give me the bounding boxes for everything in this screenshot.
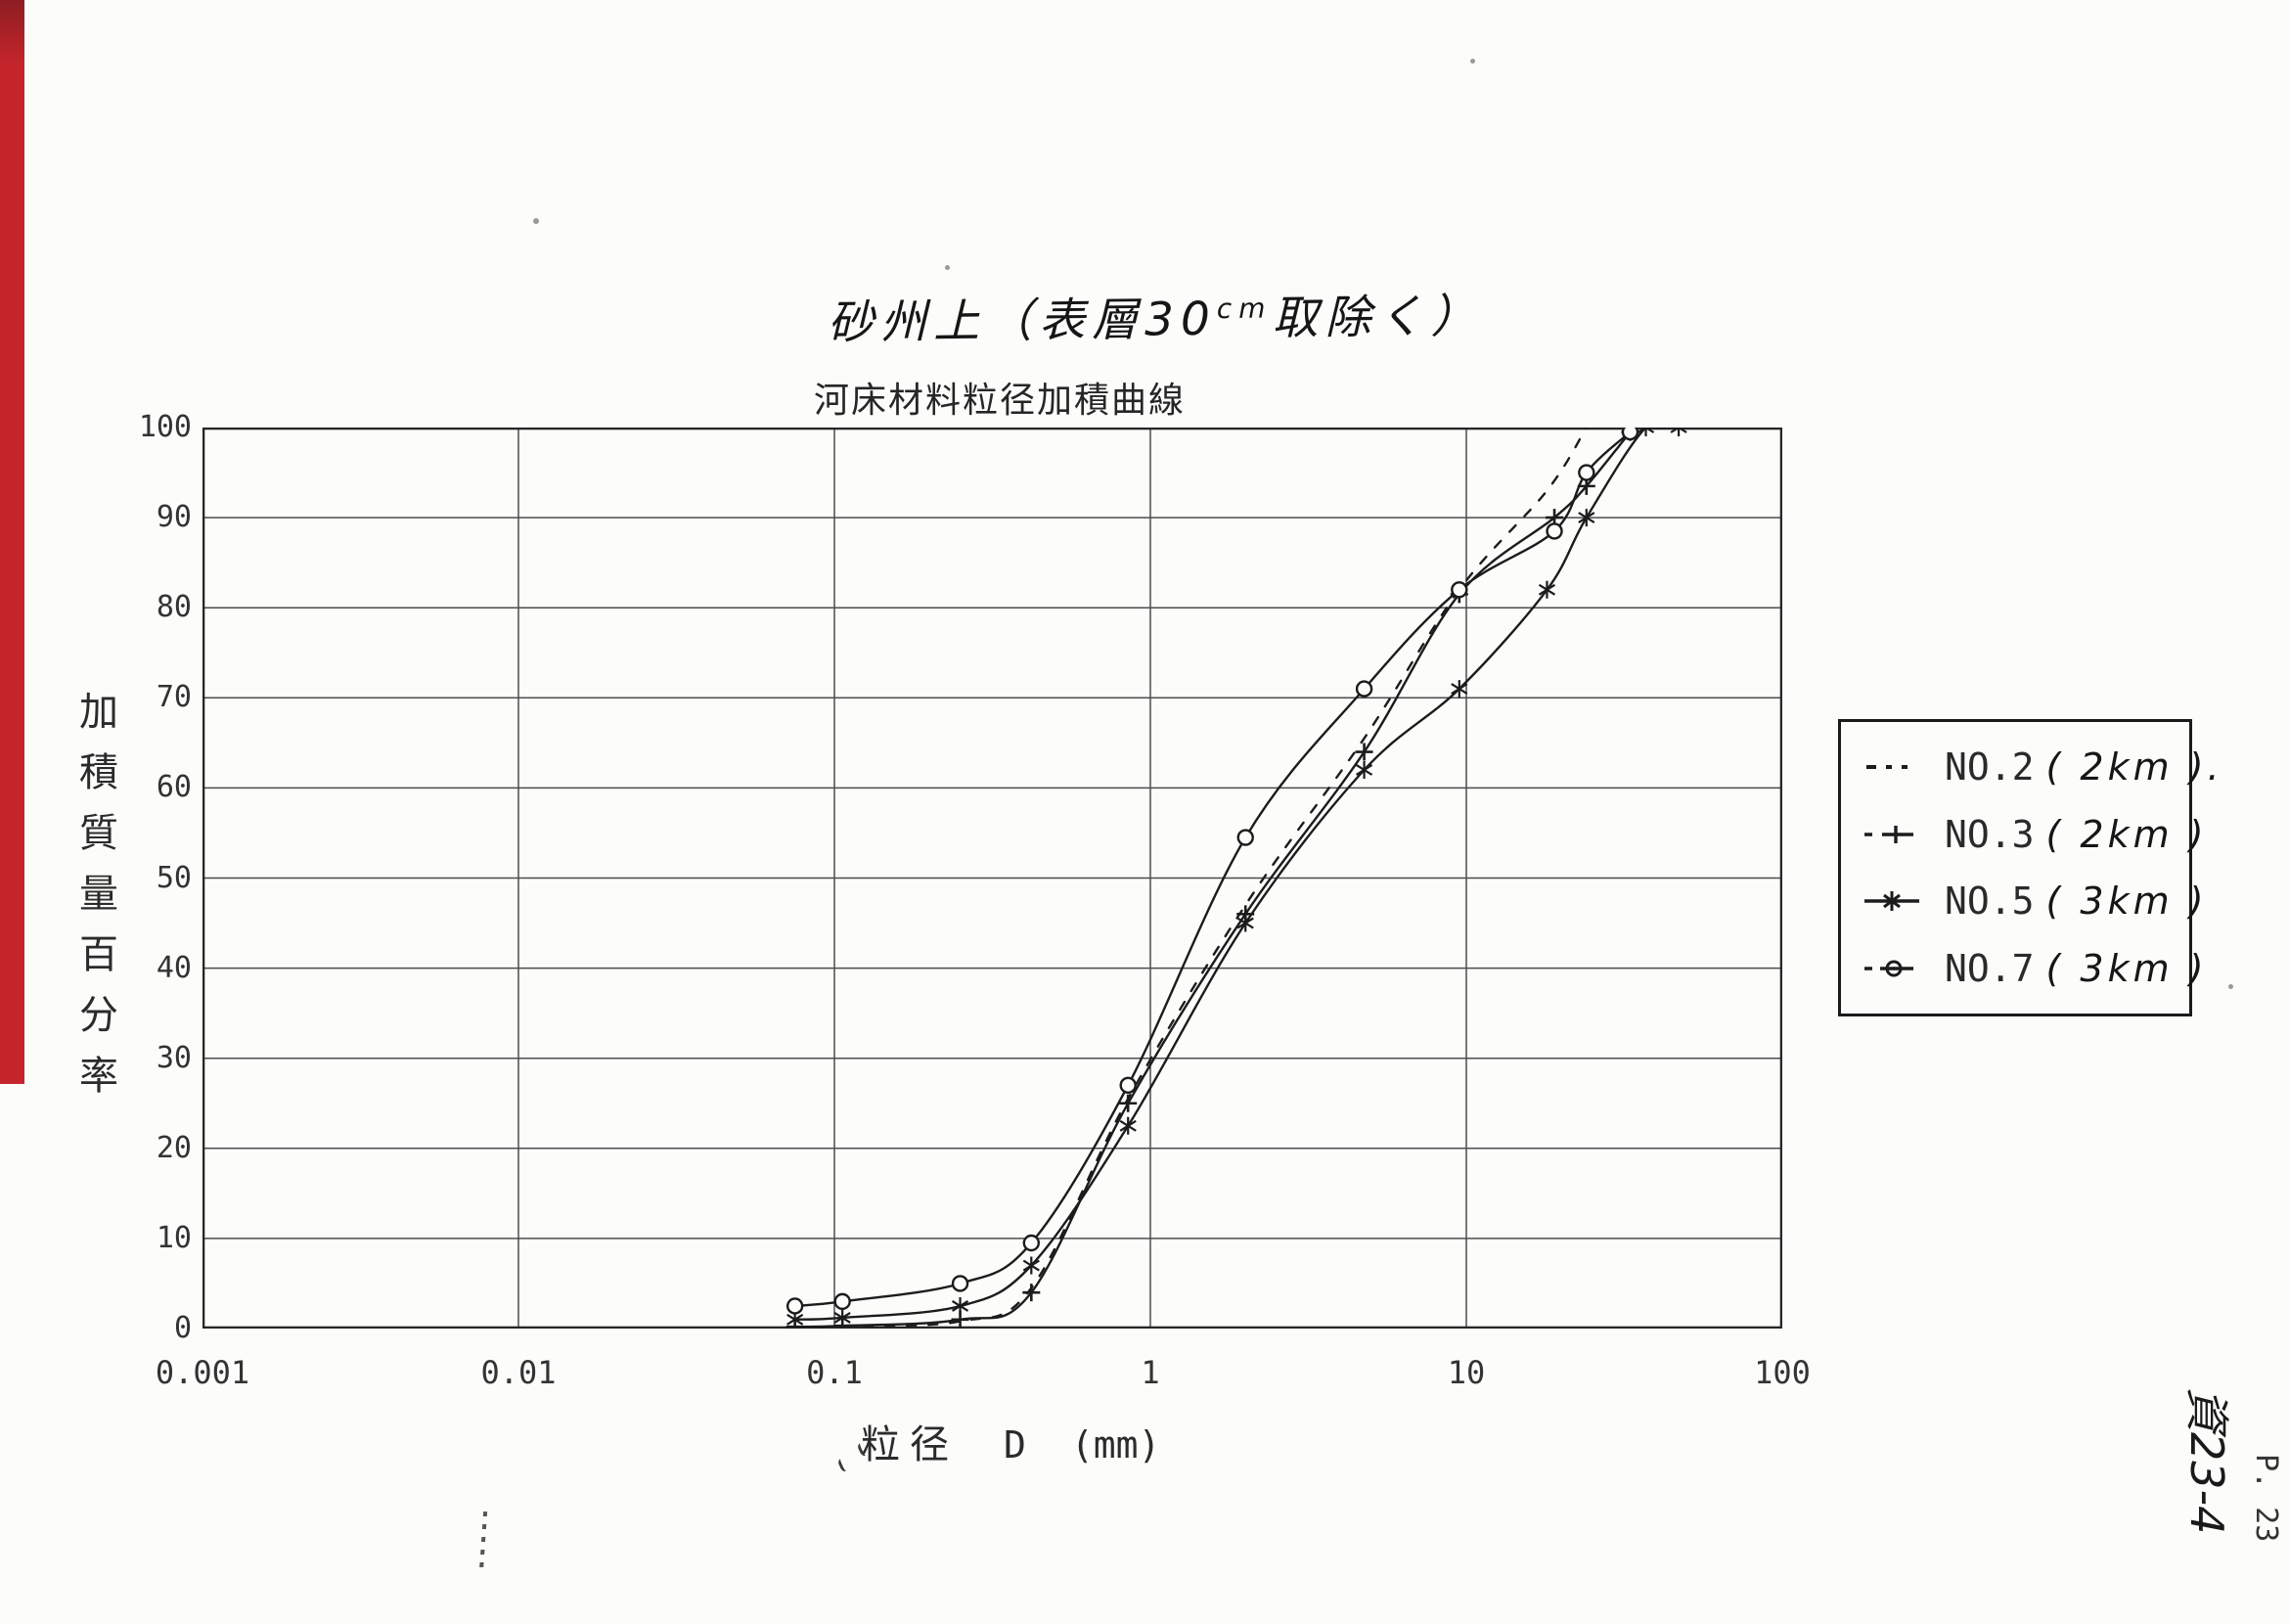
pen-scribble: [478, 1511, 488, 1573]
handwritten-title: 砂州上（表層30cm取除く）: [827, 279, 1484, 352]
legend-row-no5: NO.5 ( 3km ): [1863, 880, 2204, 924]
legend-note-handwritten: ( 2km ).: [2045, 745, 2223, 789]
legend-box: NO.2 ( 2km ). NO.3 ( 2km ) NO.5 ( 3km ): [1838, 719, 2220, 1016]
x-tick-1: 1: [1141, 1354, 1160, 1391]
legend-label: NO.7: [1945, 946, 2035, 990]
scan-speck: [1470, 59, 1475, 64]
legend-row-no3: NO.3 ( 2km ): [1863, 812, 2204, 856]
x-tick-0.001: 0.001: [155, 1354, 250, 1391]
asterisk-marker-line-icon: [1864, 891, 1919, 912]
x-axis-title-unit: (mm): [1070, 1423, 1161, 1466]
x-tick-0.01: 0.01: [480, 1354, 557, 1391]
x-tick-0.1: 0.1: [806, 1354, 863, 1391]
pen-mark: [836, 1456, 852, 1473]
x-axis-title-var: D: [1004, 1423, 1026, 1466]
y-tick-70: 70: [156, 680, 192, 715]
grid-lines: [202, 428, 1782, 1329]
y-tick-100: 100: [138, 410, 192, 444]
x-axis-title-cjk: 粒径: [861, 1422, 959, 1467]
series-no.3-line: [793, 430, 1632, 1329]
circle-marker-line-icon: [1864, 960, 1913, 977]
y-axis-title: 加積質量百分率: [72, 691, 117, 1115]
dashed-line-icon: [1866, 765, 1908, 770]
legend-label: NO.3: [1945, 812, 2035, 856]
y-tick-20: 20: [156, 1130, 192, 1165]
handwritten-title-suffix: 取除く）: [1272, 289, 1484, 346]
legend-note-handwritten: ( 3km ): [2045, 946, 2208, 990]
y-tick-30: 30: [156, 1040, 192, 1075]
scan-speck: [945, 265, 950, 270]
y-tick-60: 60: [156, 770, 192, 805]
legend-label: NO.5: [1945, 880, 2035, 924]
scan-edge-red-strip: [0, 0, 24, 1084]
scan-speck: [533, 218, 539, 224]
y-tick-0: 0: [173, 1311, 192, 1345]
grain-size-chart-plot: [202, 428, 1782, 1329]
printed-page-number: P. 23: [2249, 1454, 2283, 1543]
series-no.2: [841, 428, 1588, 1328]
y-tick-10: 10: [156, 1220, 192, 1255]
plus-marker-line-icon: [1864, 825, 1913, 843]
chart-title: 河床材料粒径加積曲線: [814, 381, 1187, 421]
series-no.7-line: [793, 430, 1632, 1308]
legend-label: NO.2: [1945, 745, 2035, 789]
x-tick-100: 100: [1754, 1354, 1811, 1391]
series-no.2-line: [841, 428, 1588, 1328]
plot-border: [202, 428, 1782, 1329]
x-axis-title: 粒径 D (mm): [861, 1413, 1160, 1469]
x-tick-10: 10: [1447, 1354, 1486, 1391]
legend-note-handwritten: ( 3km ): [2045, 880, 2208, 924]
legend-note-handwritten: ( 2km ): [2045, 812, 2208, 856]
legend-row-no2: NO.2 ( 2km ).: [1863, 745, 2220, 789]
series-no.5: [786, 428, 1687, 1329]
y-tick-90: 90: [156, 500, 192, 535]
handwritten-title-superscript: cm: [1216, 292, 1273, 326]
y-tick-50: 50: [156, 860, 192, 895]
series-no.7: [785, 428, 1639, 1315]
y-tick-80: 80: [156, 590, 192, 625]
handwritten-title-prefix: 砂州上（表層30: [827, 292, 1218, 350]
scan-speck: [2228, 984, 2233, 989]
handwritten-page-number: 資23-4: [2180, 1387, 2233, 1535]
series-no.5-line: [793, 428, 1681, 1321]
y-tick-40: 40: [156, 950, 192, 985]
legend-row-no7: NO.7 ( 3km ): [1863, 946, 2204, 990]
